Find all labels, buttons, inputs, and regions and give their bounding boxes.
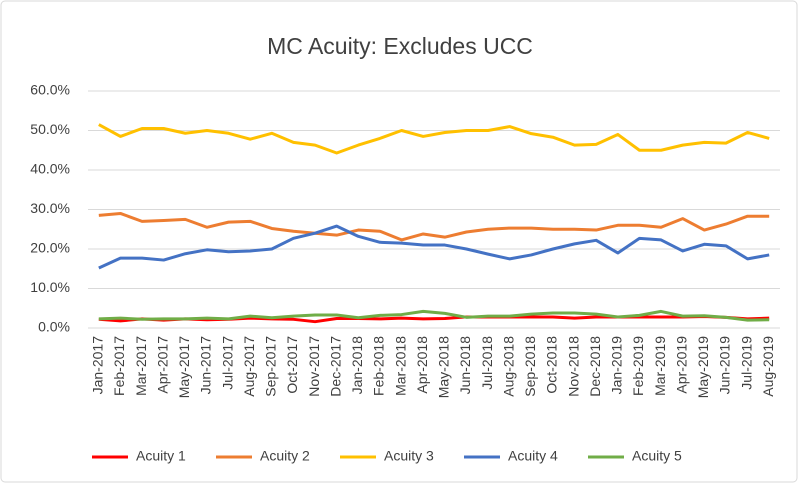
x-tick-label: May-2018 <box>436 336 452 398</box>
y-tick-label: 40.0% <box>30 161 70 177</box>
x-tick-label: Mar-2017 <box>133 336 149 396</box>
x-tick-label: Jan-2017 <box>90 336 106 395</box>
x-tick-label: Jun-2018 <box>457 336 473 395</box>
chart-title: MC Acuity: Excludes UCC <box>267 33 533 59</box>
legend-label: Acuity 5 <box>632 448 682 464</box>
x-tick-label: Feb-2018 <box>371 336 387 396</box>
x-tick-label: Jul-2019 <box>738 336 754 390</box>
x-tick-label: Mar-2019 <box>652 336 668 396</box>
legend-label: Acuity 4 <box>508 448 558 464</box>
x-tick-label: Jul-2017 <box>219 336 235 390</box>
y-tick-label: 10.0% <box>30 279 70 295</box>
y-tick-label: 60.0% <box>30 82 70 98</box>
x-tick-label: Mar-2018 <box>392 336 408 396</box>
x-tick-label: Oct-2018 <box>544 336 560 394</box>
x-tick-label: Apr-2019 <box>673 336 689 394</box>
x-tick-label: Dec-2018 <box>587 336 603 397</box>
series-line <box>98 123 770 155</box>
series-line <box>98 224 770 270</box>
x-tick-label: May-2019 <box>695 336 711 398</box>
y-tick-label: 30.0% <box>30 200 70 216</box>
series-line <box>98 309 770 322</box>
legend-label: Acuity 3 <box>384 448 434 464</box>
x-tick-label: Jun-2019 <box>717 336 733 395</box>
x-tick-label: Feb-2017 <box>111 336 127 396</box>
y-tick-label: 0.0% <box>38 319 70 335</box>
y-tick-label: 20.0% <box>30 240 70 256</box>
x-tick-label: Jan-2019 <box>609 336 625 395</box>
legend-label: Acuity 1 <box>136 448 186 464</box>
series-line <box>98 211 770 242</box>
x-tick-label: Sep-2017 <box>263 336 279 397</box>
x-tick-label: Sep-2018 <box>522 336 538 397</box>
x-tick-label: Jun-2017 <box>198 336 214 395</box>
x-tick-label: Apr-2017 <box>154 336 170 394</box>
x-tick-label: Feb-2019 <box>630 336 646 396</box>
x-tick-label: Jul-2018 <box>479 336 495 390</box>
x-tick-label: Apr-2018 <box>414 336 430 394</box>
x-tick-label: Jan-2018 <box>349 336 365 395</box>
y-tick-label: 50.0% <box>30 121 70 137</box>
x-tick-label: Nov-2018 <box>565 336 581 397</box>
x-tick-label: Oct-2017 <box>284 336 300 394</box>
x-tick-label: Nov-2017 <box>306 336 322 397</box>
x-tick-label: Dec-2017 <box>327 336 343 397</box>
legend-label: Acuity 2 <box>260 448 310 464</box>
x-tick-label: Aug-2017 <box>241 336 257 397</box>
x-tick-label: Aug-2018 <box>500 336 516 397</box>
x-tick-label: May-2017 <box>176 336 192 398</box>
x-tick-label: Aug-2019 <box>760 336 776 397</box>
